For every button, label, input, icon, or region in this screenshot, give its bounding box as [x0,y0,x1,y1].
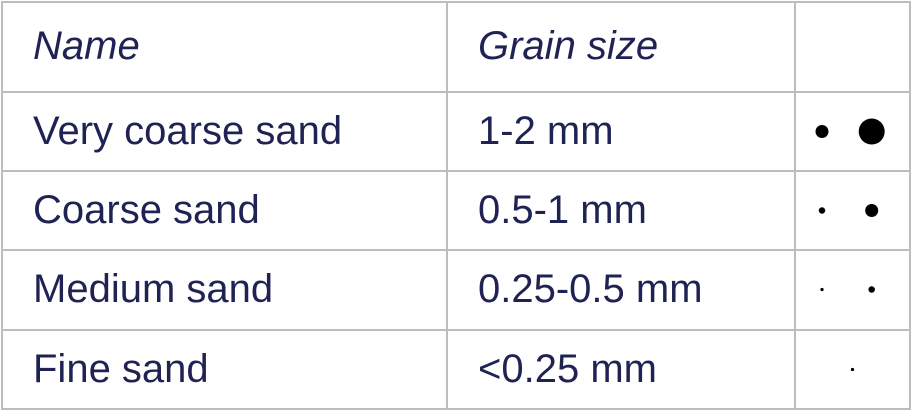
grain-dots-cell [794,328,911,411]
grain-dot [818,207,826,214]
grain-dot [820,288,824,292]
cell-grain-size: 0.25-0.5 mm [446,249,796,331]
cell-name: Fine sand [1,328,448,411]
header-name: Name [1,1,448,93]
grain-dots-cell [794,90,911,172]
grain-dots-svg [818,203,879,217]
table-row: Coarse sand 0.5-1 mm [1,169,911,252]
grain-dot [865,203,879,217]
cell-name: Very coarse sand [1,90,448,172]
grain-dots-svg [820,286,875,293]
grain-dot [815,124,829,138]
grain-dot [868,286,875,293]
header-row: Name Grain size [1,1,911,93]
grain-dots-cell [794,249,911,331]
table-row: Medium sand 0.25-0.5 mm [1,249,911,331]
table-row: Fine sand <0.25 mm [1,328,911,411]
header-grain-size: Grain size [446,1,796,93]
grain-dots-svg [850,367,855,371]
cell-name: Medium sand [1,249,448,331]
header-illustration [794,1,911,93]
grain-dots-svg [815,118,885,145]
cell-name: Coarse sand [1,169,448,252]
cell-grain-size: 0.5-1 mm [446,169,796,252]
grain-dots-cell [794,169,911,252]
grain-dot [850,367,855,371]
cell-grain-size: 1-2 mm [446,90,796,172]
grain-dot [858,118,885,145]
cell-grain-size: <0.25 mm [446,328,796,411]
table-row: Very coarse sand 1-2 mm [1,90,911,172]
